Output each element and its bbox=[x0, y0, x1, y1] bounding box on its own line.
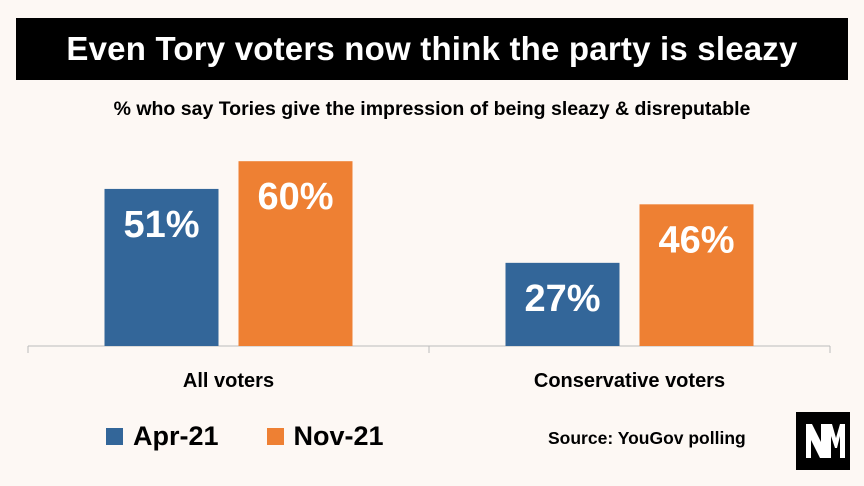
bar-apr-21-0 bbox=[104, 188, 219, 346]
bar-nov-21-0 bbox=[238, 161, 353, 346]
x-tick-label: Conservative voters bbox=[534, 370, 725, 392]
legend: Apr-21 Nov-21 bbox=[106, 421, 432, 452]
data-label: 60% bbox=[257, 176, 333, 218]
logo-icon bbox=[796, 412, 850, 470]
bar-nov-21-1 bbox=[639, 204, 754, 346]
bar-apr-21-1 bbox=[505, 262, 620, 346]
chart-subtitle: % who say Tories give the impression of … bbox=[113, 98, 751, 120]
legend-label-apr: Apr-21 bbox=[133, 421, 219, 451]
legend-swatch-apr bbox=[106, 428, 123, 445]
legend-label-nov: Nov-21 bbox=[293, 421, 384, 451]
data-label: 51% bbox=[123, 204, 199, 246]
data-label: 46% bbox=[658, 219, 734, 261]
legend-item-nov: Nov-21 bbox=[266, 421, 384, 452]
data-label: 27% bbox=[524, 278, 600, 320]
x-tick-label: All voters bbox=[183, 370, 274, 392]
chart-title: Even Tory voters now think the party is … bbox=[16, 18, 848, 80]
source-note: Source: YouGov polling bbox=[548, 428, 746, 448]
legend-swatch-nov bbox=[266, 428, 284, 445]
legend-item-apr: Apr-21 bbox=[106, 421, 219, 452]
